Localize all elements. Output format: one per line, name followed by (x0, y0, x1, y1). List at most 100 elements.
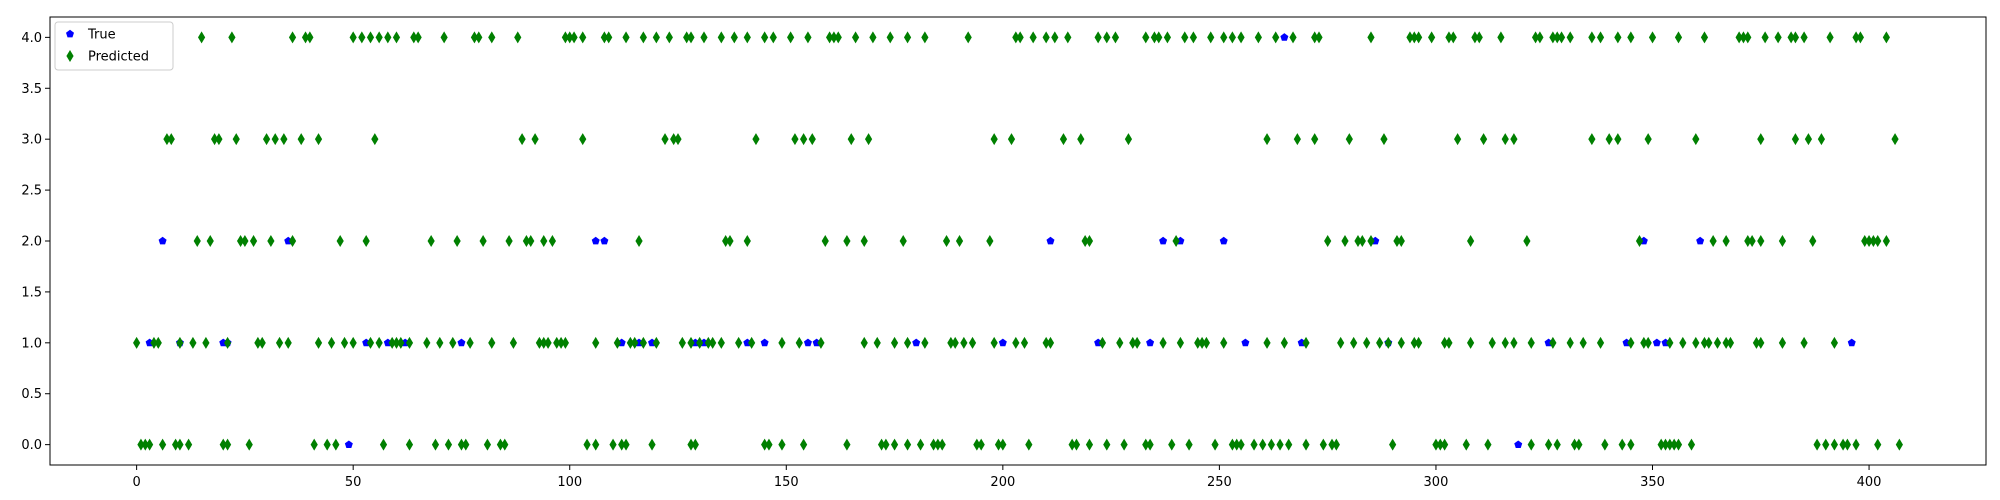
predicted-point (1466, 336, 1475, 349)
predicted-point (314, 336, 323, 349)
predicted-point (1588, 133, 1596, 146)
predicted-point (977, 438, 985, 451)
predicted-point (475, 31, 483, 44)
predicted-point (462, 438, 470, 451)
predicted-point (163, 133, 171, 146)
predicted-point (1410, 336, 1418, 349)
predicted-point (509, 336, 518, 349)
predicted-point (1276, 438, 1284, 451)
predicted-point (1393, 235, 1401, 247)
predicted-point (605, 31, 613, 44)
predicted-point (219, 438, 227, 451)
predicted-point (1700, 336, 1709, 349)
predicted-point (1263, 336, 1271, 349)
predicted-point (761, 438, 769, 451)
predicted-point (1861, 235, 1869, 247)
predicted-point (1189, 31, 1198, 44)
predicted-point (375, 336, 383, 349)
predicted-point (1644, 336, 1652, 349)
predicted-point (916, 438, 925, 451)
predicted-point (1012, 336, 1020, 349)
predicted-point (730, 31, 738, 44)
predicted-point (1674, 438, 1683, 451)
predicted-point (665, 31, 673, 44)
predicted-point (1726, 336, 1735, 349)
predicted-point (284, 336, 292, 349)
predicted-point (288, 235, 297, 247)
predicted-point (414, 31, 422, 44)
predicted-point (215, 133, 223, 146)
predicted-point (1510, 133, 1518, 146)
predicted-point (1332, 438, 1340, 451)
predicted-point (903, 438, 912, 451)
predicted-point (929, 438, 938, 451)
true-point (998, 338, 1007, 347)
predicted-point (258, 336, 266, 349)
predicted-point (561, 31, 570, 44)
predicted-point (202, 336, 210, 349)
predicted-point (1761, 31, 1769, 44)
x-tick-label: 350 (1640, 475, 1665, 490)
predicted-point (1311, 133, 1319, 146)
predicted-point (1211, 438, 1219, 451)
predicted-point (1527, 336, 1535, 349)
predicted-point (1358, 235, 1366, 247)
predicted-point (678, 336, 686, 349)
predicted-point (245, 438, 253, 451)
predicted-point (1315, 31, 1323, 44)
predicted-point (405, 438, 414, 451)
predicted-point (1809, 235, 1817, 247)
predicted-point (1614, 133, 1622, 146)
predicted-point (176, 336, 184, 349)
predicted-point (275, 336, 284, 349)
predicted-point (652, 31, 660, 44)
predicted-point (1640, 336, 1648, 349)
predicted-point (1397, 235, 1405, 247)
predicted-point (1441, 438, 1449, 451)
predicted-point (1176, 336, 1185, 349)
predicted-point (1406, 31, 1414, 44)
predicted-point (787, 31, 795, 44)
predicted-point (1856, 31, 1864, 44)
predicted-point (167, 133, 175, 146)
predicted-point (990, 336, 998, 349)
predicted-point (1198, 336, 1206, 349)
predicted-point (1389, 438, 1397, 451)
true-point (1241, 338, 1250, 347)
predicted-point (1146, 438, 1154, 451)
predicted-point (440, 31, 448, 44)
predicted-point (817, 336, 825, 349)
predicted-point (1012, 31, 1020, 44)
predicted-point (223, 438, 232, 451)
predicted-point (1852, 438, 1860, 451)
true-point (1847, 338, 1856, 347)
predicted-point (1415, 336, 1423, 349)
predicted-point (635, 235, 643, 247)
predicted-point (691, 438, 699, 451)
predicted-point (379, 438, 388, 451)
predicted-point (505, 235, 513, 247)
predicted-point (479, 235, 487, 247)
predicted-point (1744, 235, 1752, 247)
predicted-point (1441, 336, 1449, 349)
y-tick-label: 4.0 (21, 31, 42, 46)
legend-box (54, 21, 174, 71)
predicted-point (1527, 438, 1535, 451)
predicted-point (249, 235, 258, 247)
predicted-point (1705, 336, 1713, 349)
predicted-point (1289, 31, 1297, 44)
predicted-point (1778, 336, 1787, 349)
predicted-point (336, 235, 344, 247)
predicted-point (1484, 438, 1492, 451)
predicted-point (1826, 31, 1834, 44)
predicted-point (709, 336, 717, 349)
predicted-point (1627, 31, 1635, 44)
predicted-point (371, 133, 379, 146)
predicted-point (232, 133, 240, 146)
predicted-point (1549, 31, 1557, 44)
predicted-point (349, 336, 357, 349)
predicted-point (717, 336, 725, 349)
predicted-point (1025, 438, 1033, 451)
predicted-point (960, 336, 968, 349)
predicted-point (1263, 133, 1271, 146)
